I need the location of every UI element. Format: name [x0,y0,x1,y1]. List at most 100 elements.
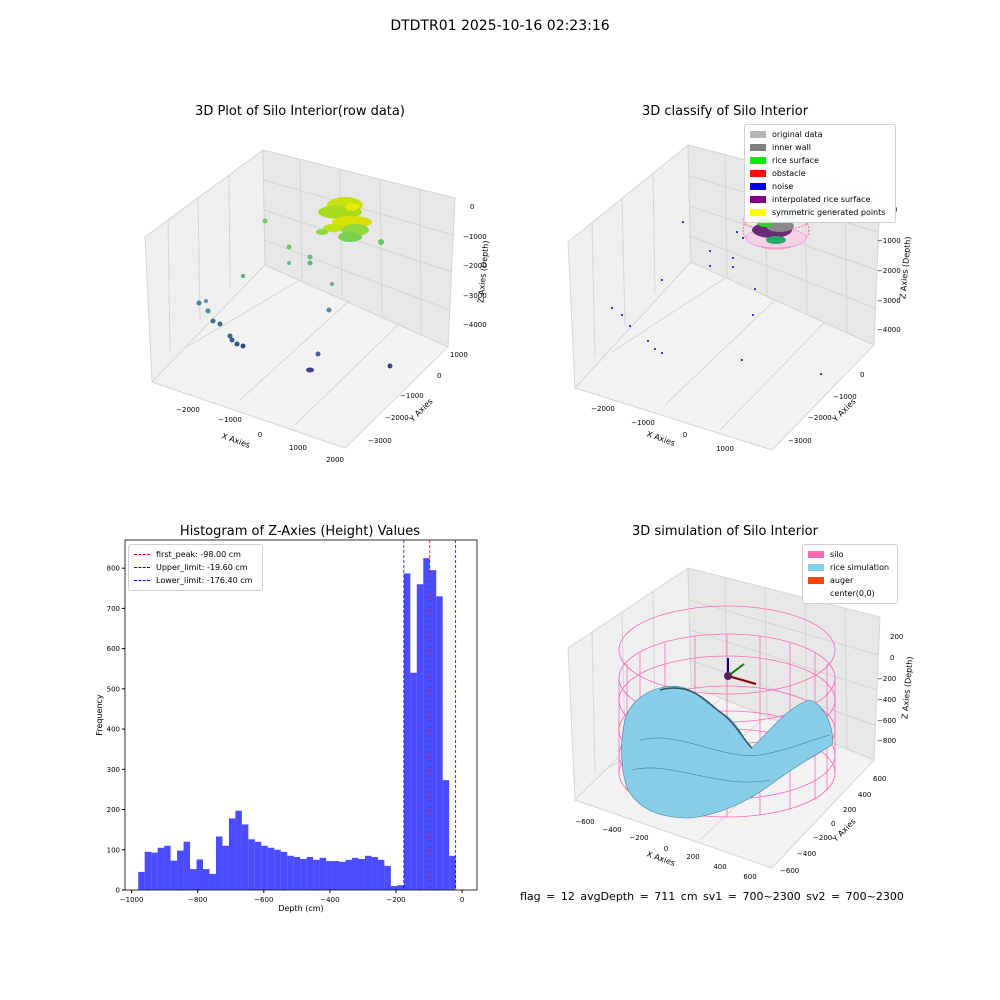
histogram-bar [274,849,281,890]
classify-zlabel: Z Axies (Depth) [898,236,912,299]
histogram-bar [300,859,307,890]
sim-xtick: 400 [713,863,726,871]
histogram-bar [138,871,145,890]
histogram-bar [306,857,314,890]
classify-ytick: −2000 [808,414,832,422]
histogram-bar [170,860,178,890]
raw-xtick: 0 [258,431,262,439]
silo-wireframe [618,605,836,818]
histogram-bar [377,859,385,890]
sim-ytick: 400 [858,791,871,799]
histogram-legend-swatch [134,567,150,568]
raw-xtick: 2000 [326,456,344,464]
classify-legend-swatch [750,157,766,164]
classify-legend: original data inner wall rice surface obsta… [744,124,896,223]
histogram-bar [241,824,249,890]
classify-legend-label: rice surface [772,156,819,165]
classify-legend-label: obstacle [772,169,806,178]
histogram-ytick-label: 200 [107,806,120,814]
simulation-legend-item: auger [808,574,892,587]
histogram-xlabel: Depth (cm) [278,904,323,913]
histogram-bar [164,845,171,890]
histogram-ytick-label: 300 [107,766,120,774]
sim-ytick: 600 [873,775,886,783]
sim-ztick: 0 [890,654,894,662]
histogram-bar [403,573,411,890]
sim-ztick: 200 [890,633,903,641]
classify-legend-swatch [750,144,766,151]
histogram-legend-swatch [134,580,150,581]
sim-ztick: −400 [877,696,896,704]
sim-xtick: −600 [575,818,594,826]
raw-ytick: 0 [437,372,441,380]
classify-legend-item: symmetric generated points [750,206,890,219]
sim-xtick: 0 [664,845,668,853]
classify-legend-item: interpolated rice surface [750,193,890,206]
status-summary: flag = 12 avgDepth = 711 cm sv1 = 700~23… [520,890,904,903]
sim-ytick: −600 [780,867,799,875]
raw-ytick: −2000 [385,414,409,422]
simulation-xlabel: X Axies [645,849,676,868]
histogram-bar [254,841,262,890]
histogram-xtick-label: −400 [320,896,339,904]
simulation-3d-axes-box [567,567,881,869]
simulation-legend-item: rice simulation [808,561,892,574]
classify-legend-item: noise [750,180,890,193]
histogram-ytick-label: 800 [107,565,120,573]
histogram-ytick-label: 600 [107,645,120,653]
histogram-legend-swatch [134,554,150,555]
histogram-bar [248,839,255,890]
simulation-3d-ticks: −600 −400 −200 0 200 400 600 600 400 200… [575,633,903,881]
histogram-bar [313,859,320,890]
histogram-bar [371,857,378,890]
classify-legend-swatch [750,131,766,138]
raw-xtick: −1000 [218,416,242,424]
histogram-bar [449,855,456,890]
histogram-bar [293,857,301,890]
histogram-bar [183,841,191,890]
histogram-bar [319,857,327,890]
histogram-xtick-label: −800 [188,896,207,904]
histogram-bar [429,570,437,890]
classify-legend-swatch [750,183,766,190]
simulation-legend-swatch [808,590,824,597]
histogram-legend-label: first_peak: -98.00 cm [156,550,241,559]
histogram-xtick-label: −1000 [120,896,144,904]
histogram-vlines [403,540,457,890]
sim-ytick: 0 [831,820,835,828]
simulation-plot-title: 3D simulation of Silo Interior [632,524,818,539]
simulation-ylabel: Y Axies [830,817,858,845]
histogram-bar [222,845,229,890]
classify-legend-label: symmetric generated points [772,208,886,217]
histogram-bar [423,558,430,890]
raw-ztick: −3000 [463,292,487,300]
simulation-zlabel: Z Axies (Depth) [900,656,914,719]
histogram-bar [442,780,450,890]
rice-simulation-surface [621,686,833,819]
classify-legend-swatch [750,196,766,203]
classify-legend-item: original data [750,128,890,141]
histogram-bar [235,810,242,890]
histogram-bar [332,861,340,890]
page-title: DTDTR01 2025-10-16 02:23:16 [390,18,610,34]
classify-xlabel: X Axies [645,429,676,448]
histogram-legend: first_peak: -98.00 cm Upper_limit: -19.60… [128,544,263,591]
raw-ytick: 1000 [450,351,468,359]
histogram-bar [144,851,152,890]
simulation-legend-item: silo [808,548,892,561]
histogram-legend-item: Upper_limit: -19.60 cm [134,561,257,574]
histogram-legend-item: Lower_limit: -176.40 cm [134,574,257,587]
classify-ytick: 0 [860,371,864,379]
simulation-legend-label: center(0,0) [830,589,875,598]
classify-ztick: −3000 [877,297,901,305]
raw-xtick: −2000 [176,406,200,414]
raw-zlabel: Z Axies (Depth) [476,240,490,303]
histogram-bar [209,873,216,890]
histogram-bar [345,859,352,890]
histogram-title: Histogram of Z-Axies (Height) Values [179,524,421,539]
histogram-ytick-label: 700 [107,605,120,613]
classify-ztick: −4000 [877,326,901,334]
simulation-legend-item: center(0,0) [808,587,892,600]
sim-ytick: −400 [797,850,816,858]
simulation-legend-swatch [808,551,824,558]
